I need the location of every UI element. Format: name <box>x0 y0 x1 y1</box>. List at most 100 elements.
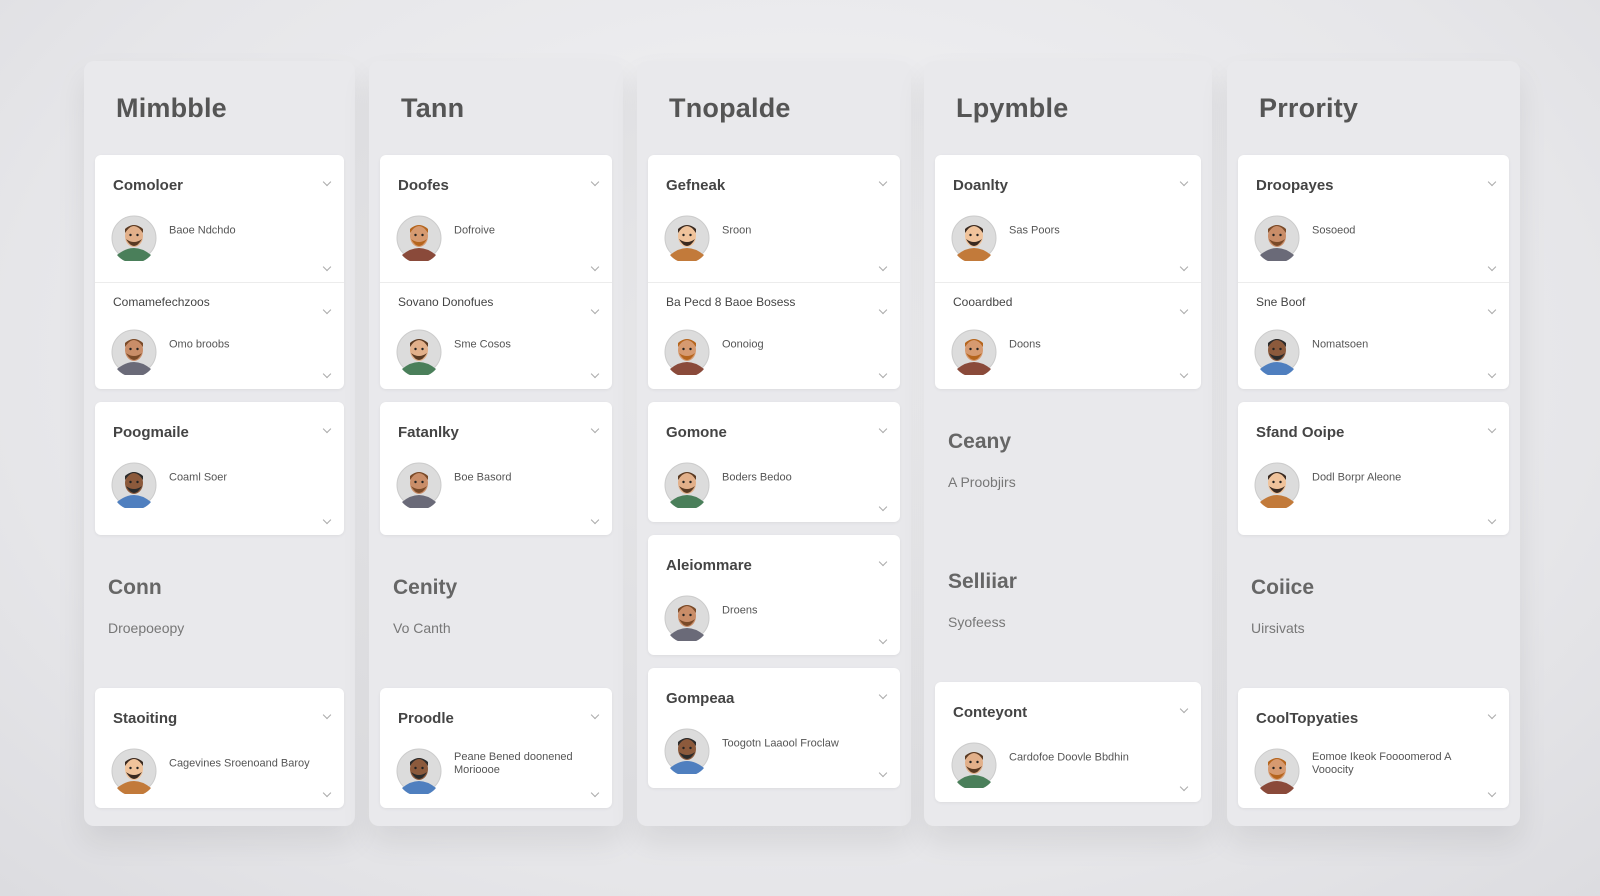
section-subtitle: Vo Canth <box>393 620 451 636</box>
card-item: Gefneak Sroon <box>648 155 900 282</box>
avatar <box>951 215 997 264</box>
avatar <box>111 748 157 797</box>
person-name: Cardofoe Doovle Bbdhin <box>1009 751 1129 764</box>
column-title: Mimbble <box>116 93 227 123</box>
card: Doanlty Sas Poors Cooardbed Doons <box>935 155 1201 389</box>
card: Droopayes Sosoeod Sne Boof Nomatsoen <box>1238 155 1509 389</box>
chevron <box>1179 369 1189 379</box>
chevron <box>590 788 600 798</box>
card: Sfand Ooipe Dodl Borpr Aleone <box>1238 402 1509 535</box>
avatar <box>664 595 710 644</box>
chevron <box>322 515 332 525</box>
chevron <box>1179 305 1189 315</box>
person-name: Dofroive <box>454 224 495 237</box>
section-title: Coiice <box>1251 576 1315 599</box>
person-name: Boe Basord <box>454 471 512 484</box>
card: Gomone Boders Bedoo <box>648 402 900 522</box>
section: Selliiar Syofeess <box>948 570 1017 630</box>
card-title: CoolTopyaties <box>1256 710 1359 727</box>
avatar-icon <box>1254 329 1300 378</box>
card-title: Sovano Donofues <box>398 295 494 309</box>
card-title: Doofes <box>398 177 449 194</box>
card-title: Sfand Ooipe <box>1256 424 1345 441</box>
chevron <box>1487 710 1497 720</box>
avatar-icon <box>664 215 710 264</box>
section: Coiice Uirsivats <box>1251 576 1314 636</box>
card-item: Poogmaile Coaml Soer <box>95 402 344 535</box>
section-subtitle: A Proobjirs <box>948 474 1016 490</box>
section-subtitle: Uirsivats <box>1251 620 1305 636</box>
chevron <box>590 710 600 720</box>
card: Proodle Peane Bened doonened Morioooe <box>380 688 612 808</box>
chevron <box>322 262 332 272</box>
card-item: Conteyont Cardofoe Doovle Bbdhin <box>935 682 1201 802</box>
card: Aleiommare Droens <box>648 535 900 655</box>
column: Lpymble Doanlty Sas Poors Cooardbed Doons C… <box>924 61 1212 826</box>
card-title: Proodle <box>398 710 454 727</box>
card-item: Droopayes Sosoeod <box>1238 155 1509 282</box>
chevron <box>878 768 888 778</box>
chevron <box>1179 177 1189 187</box>
card-item: Ba Pecd 8 Baoe Bosess Oonoiog <box>648 282 900 389</box>
card-item: CoolTopyaties Eomoe Ikeok Foooomerod A V… <box>1238 688 1509 808</box>
chevron <box>1487 424 1497 434</box>
person-name: Sroon <box>722 224 752 237</box>
card-item: Aleiommare Droens <box>648 535 900 655</box>
person-name: Eomoe Ikeok Foooomerod A Vooocity <box>1312 751 1451 776</box>
avatar <box>111 462 157 511</box>
avatar-icon <box>111 215 157 264</box>
column-title: Lpymble <box>956 93 1069 123</box>
avatar-icon <box>664 462 710 511</box>
person-name: Toogotn Laaool Froclaw <box>722 737 839 750</box>
avatar-icon <box>664 329 710 378</box>
chevron <box>1179 782 1189 792</box>
card-item: Sovano Donofues Sme Cosos <box>380 282 612 389</box>
section-subtitle: Syofeess <box>948 614 1006 630</box>
card-title: Fatanlky <box>398 424 459 441</box>
section-title: Conn <box>108 576 162 599</box>
card-item: Sfand Ooipe Dodl Borpr Aleone <box>1238 402 1509 535</box>
person-name: Sme Cosos <box>454 338 511 351</box>
person-name: Sosoeod <box>1312 224 1356 237</box>
card-item: Fatanlky Boe Basord <box>380 402 612 535</box>
card-item: Gompeaa Toogotn Laaool Froclaw <box>648 668 900 788</box>
card-item: Proodle Peane Bened doonened Morioooe <box>380 688 612 808</box>
card-title: Aleiommare <box>666 557 752 574</box>
card-title: Gefneak <box>666 177 726 194</box>
chevron <box>590 424 600 434</box>
card-item: Doanlty Sas Poors <box>935 155 1201 282</box>
person-name: Dodl Borpr Aleone <box>1312 471 1402 484</box>
column: Tnopalde Gefneak Sroon Ba Pecd 8 Baoe Bose… <box>637 61 911 826</box>
avatar-icon <box>396 329 442 378</box>
avatar-icon <box>111 748 157 797</box>
person-name: Omo broobs <box>169 338 230 351</box>
chevron <box>1179 704 1189 714</box>
chevron <box>878 502 888 512</box>
card-title: Staoiting <box>113 710 178 727</box>
chevron <box>590 305 600 315</box>
person-name: Cagevines Sroenoand Baroy <box>169 757 310 770</box>
avatar <box>396 329 442 378</box>
chevron <box>590 262 600 272</box>
avatar-icon <box>951 329 997 378</box>
avatar <box>111 215 157 264</box>
card-title: Comamefechzoos <box>113 295 210 309</box>
chevron <box>878 557 888 567</box>
card: Comoloer Baoe Ndchdo Comamefechzoos Omo b… <box>95 155 344 389</box>
chevron <box>322 788 332 798</box>
avatar-icon <box>1254 462 1300 511</box>
chevron <box>590 177 600 187</box>
section: Ceany A Proobjirs <box>948 430 1016 490</box>
avatar <box>396 462 442 511</box>
avatar-icon <box>396 462 442 511</box>
chevron <box>878 305 888 315</box>
avatar <box>1254 215 1300 264</box>
card: Doofes Dofroive Sovano Donofues Sme Cosos <box>380 155 612 389</box>
avatar-icon <box>951 215 997 264</box>
avatar-icon <box>111 462 157 511</box>
avatar-icon <box>396 748 442 797</box>
chevron <box>878 262 888 272</box>
chevron <box>1487 369 1497 379</box>
avatar <box>1254 748 1300 797</box>
